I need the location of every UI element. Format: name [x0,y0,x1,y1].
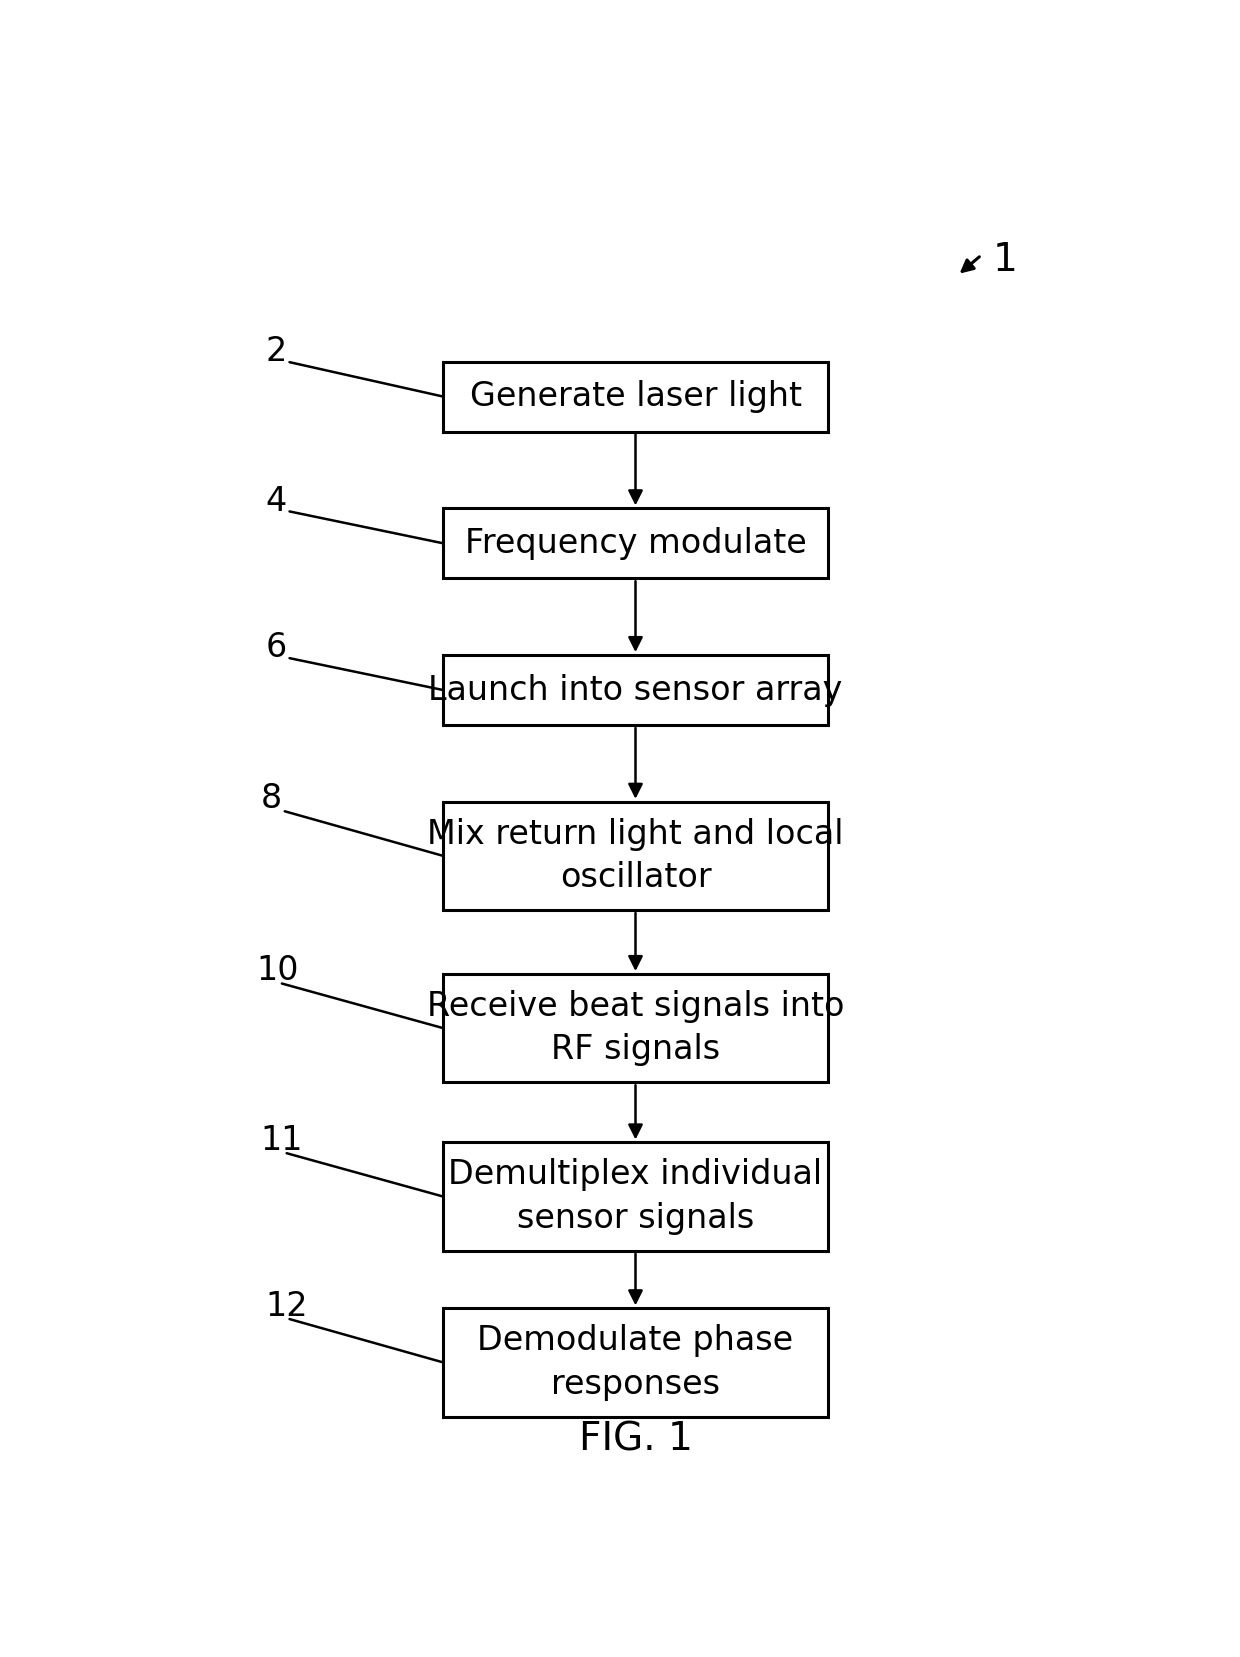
Text: Demodulate phase
responses: Demodulate phase responses [477,1324,794,1400]
Bar [444,802,828,910]
Text: 8: 8 [260,782,281,815]
Text: Launch into sensor array: Launch into sensor array [428,673,843,706]
Bar [444,974,828,1082]
Text: Receive beat signals into
RF signals: Receive beat signals into RF signals [427,989,844,1067]
Text: 4: 4 [265,486,286,517]
Text: 10: 10 [255,954,299,988]
Text: 12: 12 [265,1289,308,1322]
Bar [444,1309,828,1417]
Bar [444,509,828,578]
Bar [444,361,828,432]
Bar [444,655,828,726]
Text: 1: 1 [993,240,1018,278]
Text: 6: 6 [265,631,286,664]
Text: 11: 11 [260,1123,304,1157]
Text: FIG. 1: FIG. 1 [579,1420,692,1458]
Text: Mix return light and local
oscillator: Mix return light and local oscillator [428,817,843,895]
Bar [444,1142,828,1251]
Text: Frequency modulate: Frequency modulate [465,527,806,560]
Text: 2: 2 [265,335,286,368]
Text: Demultiplex individual
sensor signals: Demultiplex individual sensor signals [449,1158,822,1234]
Text: Generate laser light: Generate laser light [470,379,801,413]
